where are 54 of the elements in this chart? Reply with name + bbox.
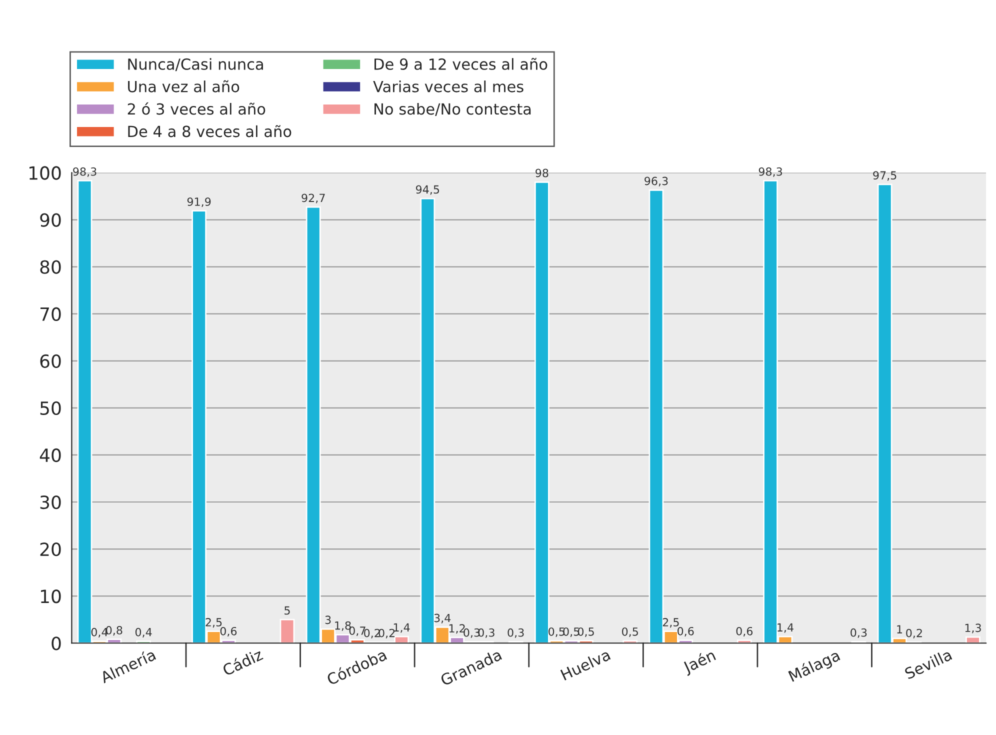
data-label: 0,2 — [364, 628, 380, 638]
y-tick-label: 50 — [40, 401, 61, 416]
x-tick-label: Jaén — [681, 648, 718, 676]
data-label: 0,7 — [349, 626, 366, 636]
data-label: 0,5 — [622, 627, 638, 637]
data-label: 0,2 — [378, 628, 395, 638]
y-tick-label: 90 — [40, 213, 61, 227]
data-label: 98,3 — [73, 167, 96, 177]
y-tick-label: 0 — [52, 636, 61, 650]
legend-label: Nunca/Casi nunca — [128, 58, 263, 72]
y-tick-label: 10 — [40, 590, 61, 604]
data-label: 1,3 — [965, 624, 981, 634]
data-label: 98 — [536, 168, 548, 178]
data-label: 1,8 — [335, 621, 351, 631]
data-label: 0,2 — [906, 628, 922, 638]
y-tick-label: 60 — [40, 354, 61, 368]
data-label: 1 — [897, 625, 902, 634]
data-label: 5 — [284, 606, 290, 615]
data-label: 1,2 — [449, 624, 465, 634]
y-tick-label: 40 — [40, 448, 61, 462]
data-label: 2,5 — [662, 618, 679, 628]
y-tick-label: 20 — [40, 542, 61, 556]
data-label: 92,7 — [302, 194, 325, 204]
data-label: 91,9 — [187, 197, 211, 208]
y-tick-label: 30 — [40, 495, 61, 510]
data-label: 0,5 — [578, 627, 594, 637]
legend-label: De 4 a 8 veces al año — [128, 125, 292, 138]
data-label: 0,3 — [850, 628, 867, 638]
data-label: 0,4 — [91, 628, 108, 638]
data-label: 0,8 — [106, 626, 122, 636]
data-label: 3,4 — [434, 614, 451, 624]
data-label: 0,5 — [548, 627, 564, 637]
data-label: 1,4 — [394, 623, 410, 633]
legend-label: 2 ó 3 veces al año — [128, 102, 266, 115]
data-label: 0,6 — [736, 626, 753, 637]
legend-label: Una vez al año — [128, 80, 240, 92]
data-label: 0,3 — [508, 628, 524, 638]
data-label: 3 — [325, 616, 331, 624]
data-label: 97,5 — [873, 171, 896, 181]
data-label: 96,3 — [644, 176, 668, 186]
x-tick-label: Cádiz — [222, 648, 264, 676]
legend-label: Varias veces al mes — [373, 80, 524, 92]
data-label: 2,5 — [206, 618, 222, 628]
y-tick-label: 70 — [40, 307, 61, 321]
data-label: 98,3 — [758, 167, 782, 177]
data-label: 0,6 — [220, 626, 237, 637]
data-label: 0,4 — [135, 628, 152, 638]
data-label: 1,4 — [778, 623, 794, 633]
data-label: 94,5 — [416, 185, 440, 195]
legend-label: No sabe/No contesta — [374, 102, 531, 116]
y-tick-label: 80 — [40, 260, 61, 274]
data-label: 0,6 — [678, 626, 694, 637]
legend-label: De 9 a 12 veces al año — [374, 58, 548, 70]
y-tick-label: 100 — [30, 166, 61, 180]
